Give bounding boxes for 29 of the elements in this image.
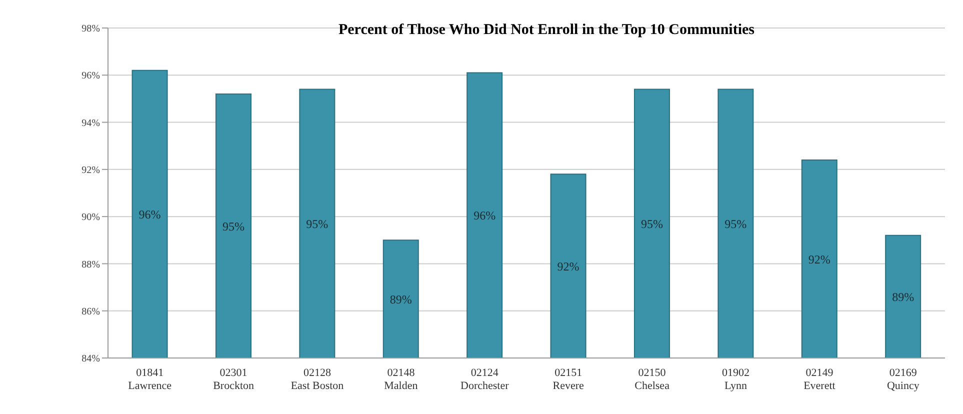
y-tick-label: 84% — [82, 354, 100, 365]
y-tick-label: 88% — [82, 259, 100, 270]
y-tick-label: 98% — [82, 24, 100, 35]
x-tick-label: 02148 Malden — [384, 367, 418, 392]
data-label: 95% — [222, 219, 244, 234]
y-tick-label: 86% — [82, 306, 100, 318]
data-label: 95% — [724, 216, 747, 231]
x-tick-label: 02124 Dorchester — [460, 367, 510, 392]
chart-title: Percent of Those Who Did Not Enroll in the Top 10 Communities — [337, 22, 756, 39]
x-tick-label: 02128 East Boston — [290, 367, 344, 392]
data-label: 95% — [640, 216, 663, 231]
y-tick-label: 96% — [82, 70, 100, 82]
data-label: 92% — [808, 252, 830, 266]
data-label: 96% — [138, 207, 161, 222]
y-tick-label: 92% — [82, 164, 100, 176]
data-label: 89% — [390, 292, 412, 306]
x-tick-label: 02169 Quincy — [886, 367, 920, 392]
x-tick-label: 02150 Chelsea — [634, 367, 670, 392]
y-tick-label: 94% — [82, 118, 100, 129]
x-tick-label: 02149 Everett — [804, 367, 836, 392]
data-label: 89% — [892, 290, 914, 304]
x-tick-label: 01841 Lawrence — [128, 367, 172, 392]
x-tick-label: 02151 Revere — [552, 367, 584, 392]
data-label: 92% — [557, 259, 580, 274]
y-tick-label: 90% — [82, 212, 100, 224]
data-label: 95% — [306, 216, 328, 231]
data-label: 96% — [474, 208, 496, 223]
x-tick-label: 02301 Brockton — [213, 367, 255, 392]
x-tick-label: 01902 Lynn — [722, 367, 750, 392]
